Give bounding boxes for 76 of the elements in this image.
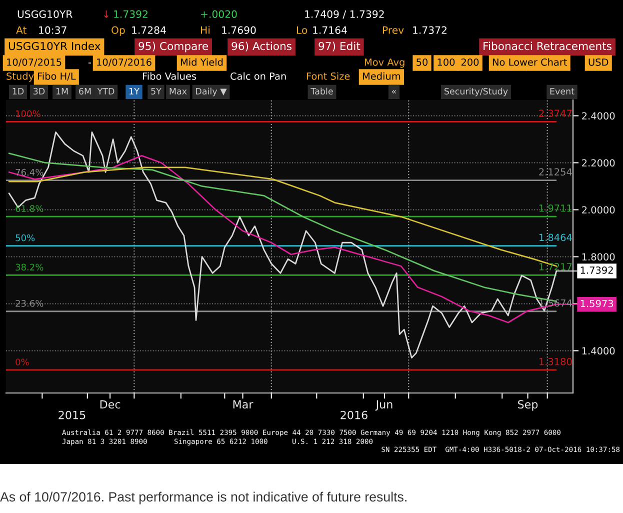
y-tick-label: 2.4000 <box>582 112 615 120</box>
text: - <box>88 62 92 64</box>
text: YTD <box>97 88 114 94</box>
text: 1.7409 / 1.7392 <box>305 10 384 19</box>
annotation: 23.6% <box>16 300 44 307</box>
y-tick-label: 1.4000 <box>582 347 615 355</box>
text: 1Y <box>130 88 140 94</box>
text: USGG10YR <box>18 10 72 18</box>
y-tick-label: 2.0000 <box>582 206 615 214</box>
text: Mov Avg <box>364 58 404 68</box>
ref-line-label: 2.1254 <box>539 168 572 176</box>
text: Fibonacci Retracements <box>484 42 612 50</box>
text: Security/Study <box>444 88 508 96</box>
text: 95) Compare <box>138 42 208 52</box>
annotation: 0% <box>16 358 29 366</box>
ref-line-label: 1.9711 <box>539 204 572 212</box>
text: 10/07/2016 <box>97 58 152 67</box>
text: As of 10/07/2016. Past performance is not indicative of future results. <box>0 492 406 504</box>
annotation: 61.8% <box>16 205 44 212</box>
text: 1.7690 <box>222 26 256 34</box>
annotation: 38.2% <box>16 264 44 271</box>
annotation: 1.5973 <box>580 300 614 308</box>
text: « <box>392 90 396 94</box>
text: Table <box>310 88 333 95</box>
text: 1.7164 <box>313 26 347 34</box>
x-tick-label: Mar <box>233 400 254 409</box>
annotation: 50% <box>16 234 35 242</box>
text: Hi <box>200 26 210 34</box>
ref-line-label: 1.8464 <box>539 234 572 242</box>
text: Op <box>112 26 125 36</box>
ref-line-label: 2.3747 <box>539 110 572 117</box>
text: Daily ▼ <box>196 88 227 96</box>
text: 6M <box>79 88 91 95</box>
text: USGG10YR Index <box>8 42 100 50</box>
text: Lo <box>296 26 308 34</box>
x-tick-label: Dec <box>100 400 120 409</box>
text: 3D <box>34 88 45 95</box>
text: 2016 <box>340 410 368 420</box>
text: 2015 <box>58 410 86 420</box>
text: Event <box>550 88 574 95</box>
annotation: 100% <box>16 110 40 118</box>
text: +.0020 <box>201 10 237 18</box>
text: 10:37 <box>39 26 66 34</box>
text: 1D <box>12 88 24 94</box>
text: 1M <box>56 88 68 94</box>
y-tick-label: 2.2000 <box>582 159 615 167</box>
text: 5Y <box>151 88 162 95</box>
x-tick-label: Sep <box>518 400 538 411</box>
text: Fibo H/L <box>38 72 76 81</box>
text: Font Size <box>306 72 350 80</box>
text: 100 <box>438 58 455 66</box>
text: Study <box>6 72 34 82</box>
text: 1.7372 <box>413 26 446 34</box>
text: Prev <box>382 26 404 34</box>
text: Max <box>170 88 187 95</box>
text: 200 <box>461 58 479 66</box>
annotation: 76.4% <box>16 168 44 176</box>
text: 96) Actions <box>232 42 292 52</box>
text: No Lower Chart <box>492 58 568 66</box>
ref-line-label: 1.7217 <box>539 263 572 270</box>
y-tick-label: 1.8000 <box>582 253 615 261</box>
x-tick-label: Jun <box>375 400 392 411</box>
ref-line-label: 1.3180 <box>539 358 572 366</box>
text: 97) Edit <box>318 42 360 52</box>
text: Fibo Values <box>142 72 196 80</box>
annotation: 1.7392 <box>580 266 613 274</box>
text: Medium <box>362 72 400 80</box>
text: Mid Yield <box>180 58 223 66</box>
text: USD <box>588 58 608 66</box>
text: 10/07/2015 <box>7 58 62 67</box>
text: 50 <box>416 58 428 66</box>
text: Calc on Pan <box>230 72 286 80</box>
text: 1.7284 <box>132 26 166 34</box>
text: 1.7392 <box>114 10 148 18</box>
text: At <box>16 26 26 34</box>
text: ↓ <box>104 10 108 18</box>
